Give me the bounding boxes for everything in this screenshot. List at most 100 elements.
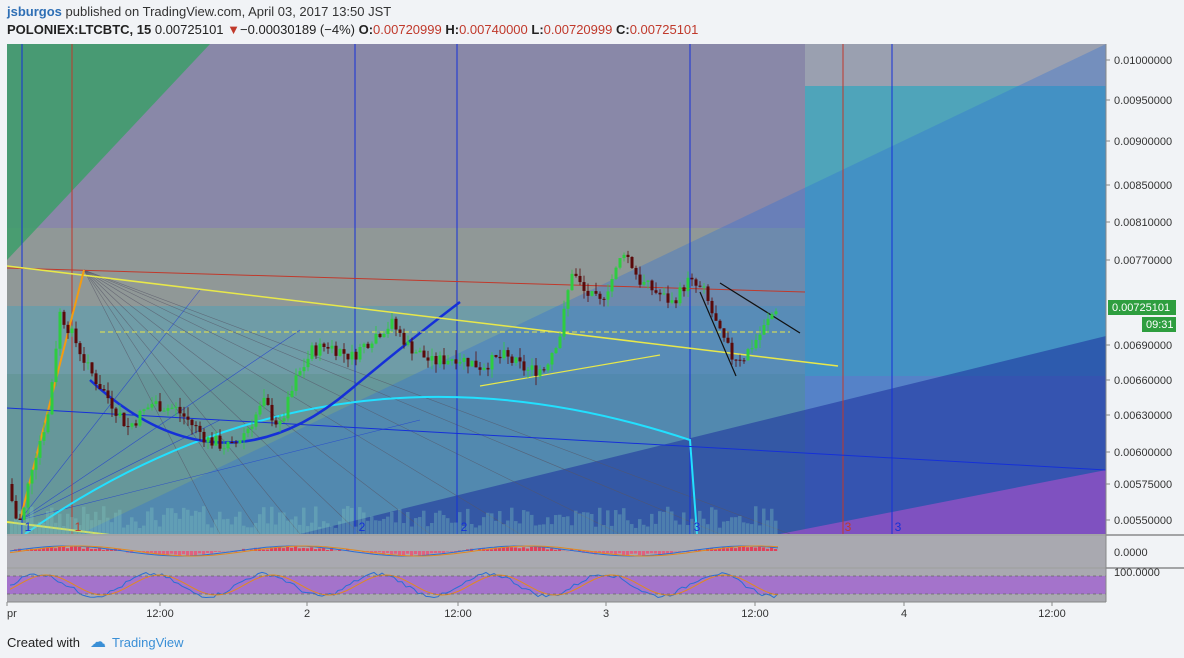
volume-bar [662,511,666,534]
candle-body [618,258,622,268]
cyan-arc[interactable] [24,395,698,534]
stoch-pane[interactable] [7,569,1106,602]
macd-bar [766,548,770,551]
volume-bar [582,512,586,534]
candle-body [722,328,726,338]
volume-bar [82,506,86,534]
macd-bar [602,551,606,555]
macd-bar [534,546,538,551]
candle-body [18,518,22,520]
last-price-badge-text: 0.00725101 [1112,302,1170,314]
macd-bar [774,549,778,551]
macd-bar [346,549,350,551]
volume-bar [602,525,606,534]
volume-bar [158,526,162,534]
wedge-lower[interactable] [699,291,737,377]
main-pane[interactable]: 1 1 2 2 3 3 3 [7,44,1106,540]
candle-body [70,328,74,334]
volume-bar [750,524,754,534]
volume-bar [458,512,462,534]
volume-bar [522,510,526,534]
candle-body [770,314,774,319]
candle-body [330,345,334,349]
volume-bar [538,524,542,534]
candle-body [554,348,558,354]
price-tick-label: 0.00950000 [1114,95,1172,107]
candle-body [158,401,162,412]
volume-bar [290,519,294,534]
open-value: 0.00720999 [373,22,442,37]
candle-body [574,273,578,276]
created-with-text: Created with [7,634,80,650]
candle-body [702,286,706,288]
cup-arc[interactable] [89,301,461,444]
candle-body [562,308,566,337]
price-axis[interactable]: 0.01000000 0.00950000 0.00900000 0.00850000… [1106,55,1172,527]
volume-bar [718,527,722,534]
candle-body [366,343,370,348]
candle-body [486,367,490,370]
macd-bar [418,551,422,556]
resistance-red-line[interactable] [7,267,806,293]
symbol-name[interactable]: POLONIEX:LTCBTC, 15 [7,22,152,37]
yellow-trend-line[interactable] [7,265,839,367]
volume-bar [558,514,562,534]
macd-bar [94,548,98,551]
volume-bars [10,506,778,534]
volume-bar [658,511,662,534]
tradingview-link[interactable]: TradingView [111,634,184,650]
candle-body [50,382,54,415]
blue-trend-line[interactable] [7,407,1106,471]
countdown-badge-bg [1142,317,1176,332]
macd-bar [738,545,742,551]
macd-pane[interactable] [7,536,1106,567]
candle-body [646,280,650,282]
macd-bar [90,548,94,551]
volume-bar [54,522,58,534]
bottom-yellow-line[interactable] [7,521,150,540]
macd-bar [638,551,642,556]
volume-bar [722,521,726,534]
candle-body [266,397,270,405]
time-axis[interactable]: pr 12:00 2 12:00 3 12:00 4 12:00 [6,602,1066,620]
top-bar: jsburgos published on TradingView.com, A… [0,0,1184,42]
candle-body [530,365,534,370]
candle-body [526,369,530,371]
macd-bar [50,547,54,551]
volume-bar [374,520,378,534]
wedge-upper[interactable] [719,282,801,334]
volume-bar [618,514,622,534]
candle-body [766,318,770,326]
author-link[interactable]: jsburgos [7,4,62,19]
volume-bar [570,525,574,534]
volume-bar [34,523,38,534]
candle-body [246,428,250,434]
macd-bar [374,551,378,554]
volume-bar [594,526,598,534]
support-line[interactable] [479,354,661,387]
candlestick-series[interactable] [10,250,778,520]
blue-fan-lower [300,336,1106,534]
fib-zone-lower [7,306,805,374]
macd-bar [722,546,726,551]
macd-bar [310,547,314,551]
macd-bar [106,548,110,551]
macd-bar [670,551,674,554]
macd-bar [490,549,494,551]
volume-bar [766,520,770,534]
volume-bar [30,506,34,534]
candle-body [202,431,206,443]
volume-bar [666,506,670,534]
volume-bar [762,508,766,534]
candle-body [194,425,198,427]
price-tick-label: 0.00550000 [1114,515,1172,527]
footer: Created with ☁ TradingView [7,632,184,652]
macd-bar [402,551,406,557]
volume-bar [122,527,126,534]
candle-body [86,362,90,364]
volume-bar [626,520,630,534]
macd-bar [594,551,598,555]
macd-bar [598,551,602,553]
down-triangle-icon: ▼ [227,22,241,37]
